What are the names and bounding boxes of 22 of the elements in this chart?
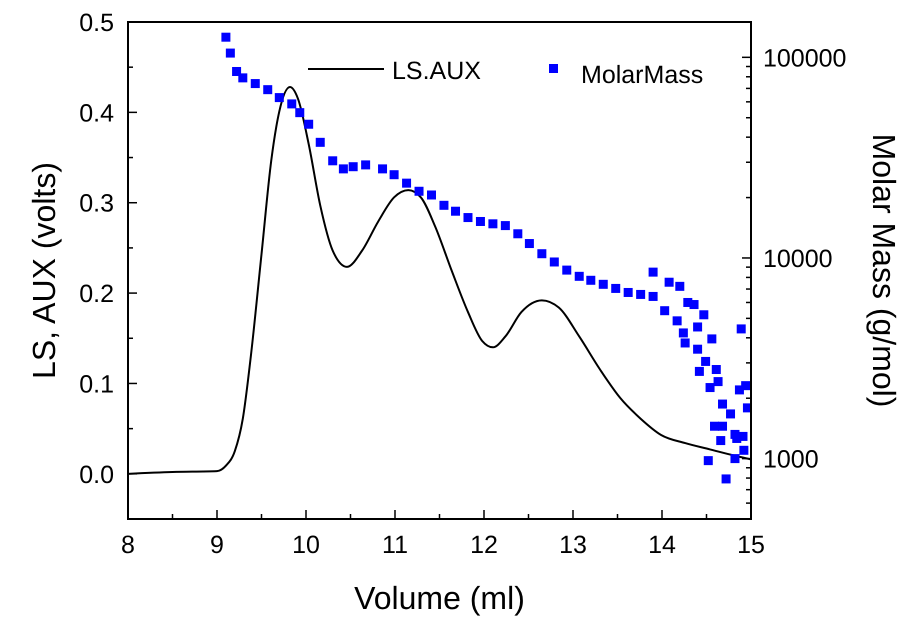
legend-label: LS.AUX [392,57,482,85]
y2-axis-title: Molar Mass (g/mol) [866,134,902,408]
x-tick-label: 9 [210,531,224,559]
y-tick-label: 0.1 [79,370,114,398]
y-tick-label: 0.3 [79,190,114,218]
legend-label: MolarMass [581,61,704,89]
y-tick-label: 0.4 [79,99,114,128]
x-tick-label: 10 [292,531,320,559]
x-tick-label: 11 [382,531,408,559]
x-axis-title: Volume (ml) [354,580,525,616]
x-tick-label: 14 [648,531,676,559]
y-axis-title: LS, AUX (volts) [26,162,62,379]
x-tick-label: 8 [121,531,135,559]
y-tick-label: 0.5 [79,9,114,37]
x-tick-label: 13 [559,531,587,559]
y2-tick-label: 10000 [763,244,833,273]
x-tick-label: 12 [470,531,498,559]
y2-tick-label: 100000 [763,44,846,72]
x-tick-label: 15 [737,531,765,559]
y-tick-label: 0.0 [79,460,114,489]
y2-tick-label: 1000 [763,446,819,474]
y-tick-label: 0.2 [79,280,114,308]
